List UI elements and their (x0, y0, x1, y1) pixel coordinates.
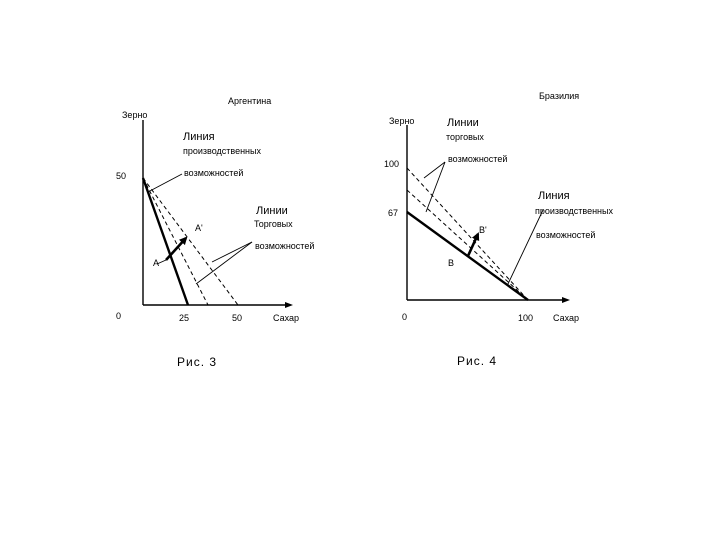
fig4-origin: 0 (402, 312, 407, 322)
fig4-x-tick: 100 (518, 313, 533, 323)
fig3-production-line (141, 177, 190, 306)
fig4-point-b-prime: B' (479, 225, 487, 235)
fig3-prod-label-2: производственных (183, 146, 261, 156)
fig3-country-title: Аргентина (228, 96, 271, 106)
fig4-trade-pointer-2 (425, 161, 446, 213)
fig3-prod-label-3: возможностей (184, 168, 243, 178)
fig3-point-a: A (153, 258, 159, 268)
fig3-a-pointer (156, 259, 167, 265)
fig4-point-b: B (448, 258, 454, 268)
fig4-trade-pointer-1 (423, 161, 446, 179)
fig4-y-tick-100: 100 (384, 159, 399, 169)
fig3-y-axis-label: Зерно (122, 110, 147, 120)
fig3-x-axis-arrow (285, 302, 293, 308)
fig3-caption: Рис. 3 (177, 355, 217, 369)
fig3-prod-pointer (147, 173, 183, 193)
fig3-trade-line-1 (142, 177, 239, 306)
fig3-trade-label-2: Торговых (254, 219, 293, 229)
fig4-trade-label-2: торговых (446, 132, 484, 142)
fig4-prod-label-3: возможностей (536, 230, 595, 240)
fig3-trade-label-3: возможностей (255, 241, 314, 251)
fig3-x-tick-2: 50 (232, 313, 242, 323)
fig3-trade-line-2 (142, 177, 209, 306)
figure-4: Бразилия Зерно Линии торговых возможност… (384, 91, 613, 368)
fig4-y-axis-label: Зерно (389, 116, 414, 126)
fig3-trade-label-1: Линии (256, 205, 288, 217)
fig4-shift-arrow (466, 232, 480, 257)
fig4-trade-line-1 (406, 167, 529, 301)
fig4-production-line (406, 211, 529, 301)
fig3-x-tick-1: 25 (179, 313, 189, 323)
figure-3: Аргентина Зерно Линия производственных в… (116, 96, 314, 369)
fig4-trade-label-1: Линии (447, 117, 479, 129)
fig3-trade-pointer-1 (211, 241, 253, 263)
fig4-y-tick-67: 67 (388, 208, 398, 218)
fig3-prod-label-1: Линия (183, 131, 215, 143)
fig4-prod-label-2: производственных (535, 206, 613, 216)
fig3-trade-pointer-2 (195, 241, 253, 285)
fig4-x-axis-label: Сахар (553, 313, 579, 323)
fig4-trade-label-3: возможностей (448, 154, 507, 164)
fig3-x-axis-label: Сахар (273, 313, 299, 323)
fig4-prod-label-1: Линия (538, 190, 570, 202)
fig4-prod-pointer (506, 209, 544, 287)
fig3-y-tick: 50 (116, 171, 126, 181)
fig3-shift-arrow (165, 236, 188, 261)
fig3-point-a-prime: A' (195, 223, 203, 233)
fig4-trade-line-2 (406, 189, 529, 301)
fig4-x-axis-arrow (562, 297, 570, 303)
fig3-origin: 0 (116, 311, 121, 321)
fig4-caption: Рис. 4 (457, 354, 497, 368)
fig4-country-title: Бразилия (539, 91, 579, 101)
